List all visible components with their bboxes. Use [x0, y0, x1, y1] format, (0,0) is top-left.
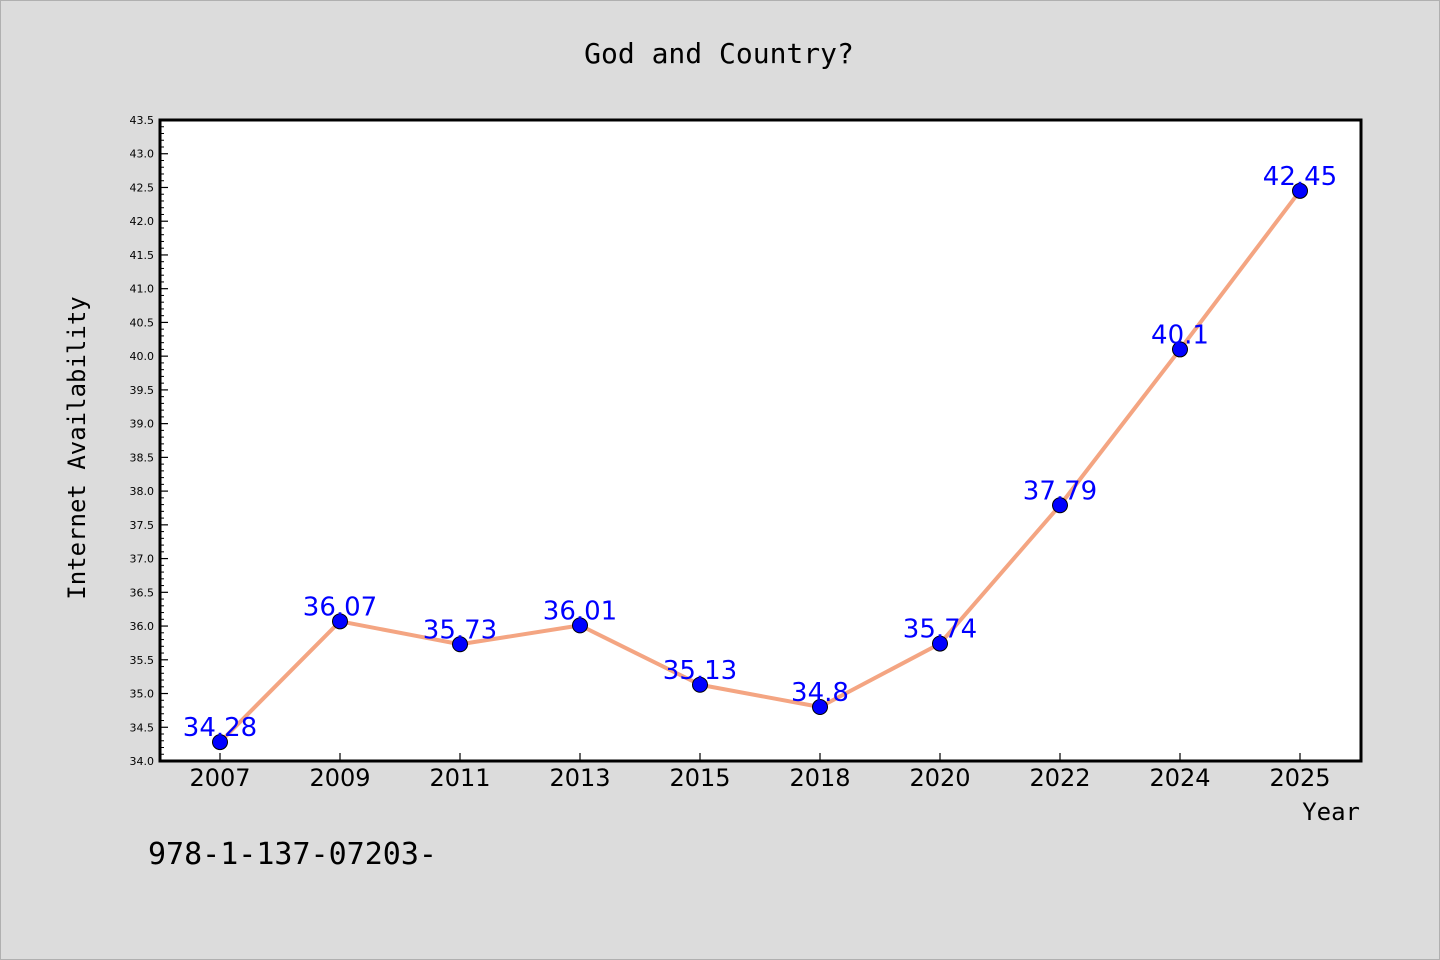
data-value-label: 35.13: [663, 656, 737, 686]
data-value-label: 40.1: [1151, 320, 1209, 350]
y-tick-label: 43.0: [130, 148, 155, 161]
data-point-marker: [692, 676, 708, 693]
y-tick-label: 39.0: [130, 418, 155, 431]
data-point-marker: [1052, 497, 1068, 514]
x-tick-label: 2015: [669, 764, 730, 792]
x-tick-label: 2025: [1269, 764, 1330, 792]
data-value-label: 35.73: [423, 615, 497, 645]
y-tick-label: 41.0: [130, 283, 155, 296]
series-line: [218, 188, 1302, 745]
data-point-marker: [932, 635, 948, 652]
y-tick-label: 37.5: [130, 519, 155, 532]
y-tick-label: 34.5: [130, 721, 155, 734]
series-layer: 34.28 36.07 35.73 36.01 35.13 34.8 35.74 37.79 4…: [183, 162, 1337, 751]
data-point-marker: [332, 613, 348, 630]
data-value-label: 34.28: [183, 713, 257, 743]
x-tick-label: 2011: [429, 764, 490, 792]
x-tick-label: 2007: [189, 764, 250, 792]
data-point-marker: [1292, 182, 1308, 199]
x-tick-label: 2022: [1029, 764, 1090, 792]
y-tick-label: 40.5: [130, 316, 155, 329]
x-tick-label: 2018: [789, 764, 850, 792]
x-tick-label: 2020: [909, 764, 970, 792]
y-tick-label: 38.5: [130, 451, 155, 464]
plot-area: [158, 118, 1363, 763]
y-tick-label: 35.5: [130, 654, 155, 667]
data-value-label: 36.01: [543, 596, 617, 626]
y-tick-label: 41.5: [130, 249, 155, 262]
y-tick-label: 40.0: [130, 350, 155, 363]
y-tick-label: 43.5: [130, 114, 155, 127]
x-tick-label: 2013: [549, 764, 610, 792]
data-value-label: 42.45: [1263, 162, 1337, 192]
y-tick-label: 42.5: [130, 181, 155, 194]
data-point-marker: [1172, 341, 1188, 358]
x-tick-label: 2024: [1149, 764, 1210, 792]
data-point-marker: [212, 734, 228, 751]
y-axis-label: Internet Availability: [63, 296, 91, 599]
x-axis: 2007 2009 2011 2013 2015 2018 2020 2022 2024 2025: [189, 753, 1331, 792]
y-tick-label: 34.0: [130, 755, 155, 768]
y-tick-label: 42.0: [130, 215, 155, 228]
y-tick-label: 36.5: [130, 586, 155, 599]
x-axis-label: Year: [1302, 798, 1360, 826]
data-point-marker: [812, 699, 828, 716]
data-point-marker: [452, 636, 468, 653]
footnote-text: 978-1-137-07203-: [148, 837, 437, 872]
data-value-label: 35.74: [903, 615, 977, 645]
y-tick-label: 36.0: [130, 620, 155, 633]
chart-title: God and Country?: [584, 37, 854, 70]
y-tick-label: 37.0: [130, 553, 155, 566]
y-axis: 34.0 34.5 35.0 35.5 36.0 36.5 37.0 37.5 38.0 38.5…: [130, 114, 168, 768]
x-tick-label: 2009: [309, 764, 370, 792]
y-tick-label: 35.0: [130, 688, 155, 701]
data-value-label: 37.79: [1023, 476, 1097, 506]
data-value-label: 34.8: [791, 678, 849, 708]
data-value-label: 36.07: [303, 592, 377, 622]
y-tick-label: 38.0: [130, 485, 155, 498]
y-tick-label: 39.5: [130, 384, 155, 397]
data-point-marker: [572, 617, 588, 634]
